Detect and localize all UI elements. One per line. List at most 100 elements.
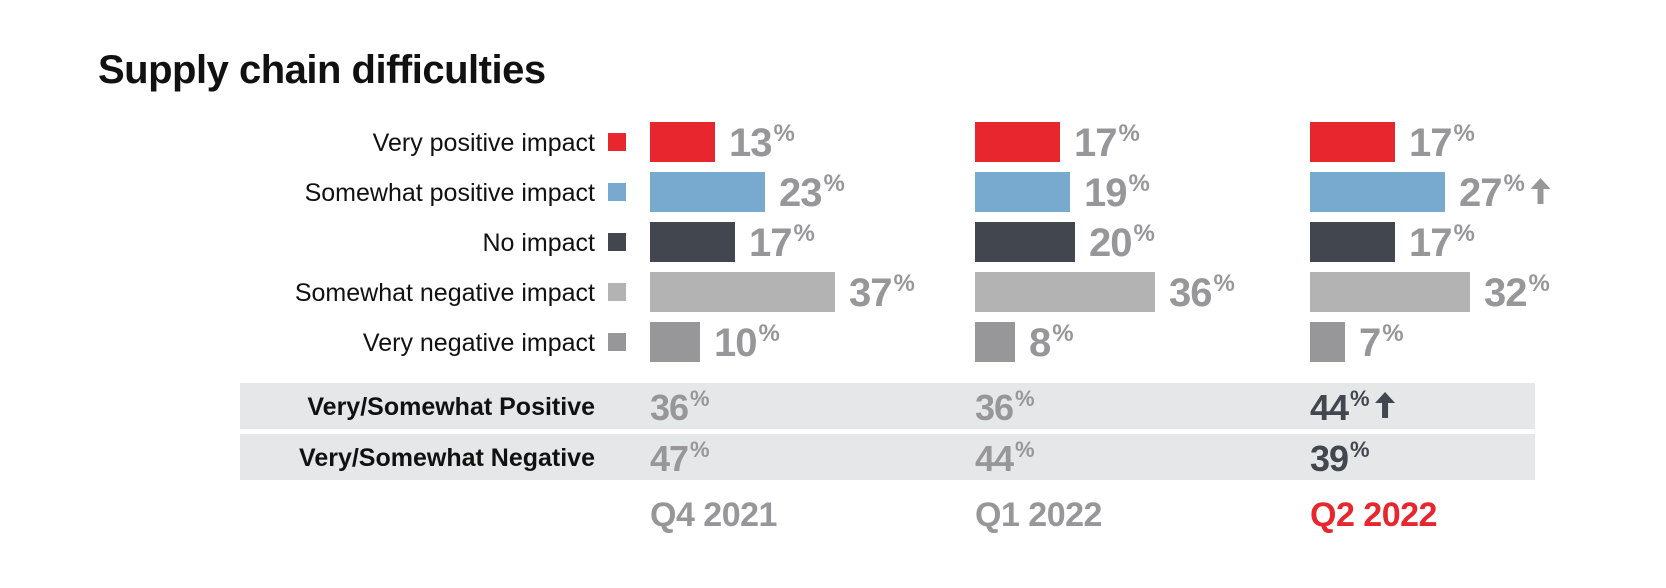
- bar-q4-2021-somewhat-positive-impact: [650, 172, 765, 212]
- value-label-q2-2022-somewhat-positive-impact-percent-sign: %: [1504, 170, 1525, 197]
- chart-title: Supply chain difficulties: [98, 48, 546, 92]
- value-label-q1-2022-very-negative-impact: 8%: [1029, 320, 1073, 365]
- value-label-q4-2021-somewhat-positive-impact-number: 23: [779, 171, 822, 215]
- value-label-q2-2022-no-impact: 17%: [1409, 220, 1475, 265]
- summary-value-very-somewhat-negative-q4-2021: 47%: [650, 437, 709, 479]
- summary-value-very-somewhat-positive-q2-2022: 44%: [1310, 386, 1369, 428]
- value-label-q1-2022-very-positive-impact: 17%: [1074, 120, 1140, 165]
- bar-q4-2021-very-positive-impact: [650, 122, 715, 162]
- value-label-q2-2022-very-negative-impact-percent-sign: %: [1382, 320, 1403, 347]
- value-label-q4-2021-no-impact: 17%: [749, 220, 815, 265]
- value-label-q4-2021-somewhat-positive-impact-percent-sign: %: [824, 170, 845, 197]
- summary-value-very-somewhat-negative-q1-2022-percent-sign: %: [1015, 437, 1034, 462]
- value-label-q2-2022-very-negative-impact: 7%: [1359, 320, 1403, 365]
- period-label-q2-2022: Q2 2022: [1310, 496, 1437, 534]
- up-arrow-icon-q2-2022-somewhat-positive-impact-shape: [1530, 178, 1551, 204]
- value-label-q2-2022-very-positive-impact-number: 17: [1409, 121, 1452, 165]
- summary-label-very-somewhat-negative: Very/Somewhat Negative: [299, 444, 595, 472]
- value-label-q1-2022-somewhat-positive-impact-percent-sign: %: [1129, 170, 1150, 197]
- legend-swatch-somewhat-negative-impact: [608, 283, 626, 301]
- summary-value-very-somewhat-positive-q2-2022-percent-sign: %: [1350, 386, 1369, 411]
- bar-q2-2022-very-negative-impact: [1310, 322, 1345, 362]
- summary-value-very-somewhat-negative-q2-2022: 39%: [1310, 437, 1369, 479]
- value-label-q1-2022-somewhat-positive-impact-number: 19: [1084, 171, 1127, 215]
- value-label-q2-2022-very-positive-impact: 17%: [1409, 120, 1475, 165]
- value-label-q4-2021-no-impact-number: 17: [749, 221, 792, 265]
- value-label-q1-2022-no-impact-number: 20: [1089, 221, 1132, 265]
- summary-value-very-somewhat-negative-q4-2021-percent-sign: %: [690, 437, 709, 462]
- value-label-q2-2022-no-impact-percent-sign: %: [1454, 220, 1475, 247]
- summary-value-very-somewhat-positive-q2-2022-number: 44: [1310, 387, 1349, 428]
- bar-q4-2021-very-negative-impact: [650, 322, 700, 362]
- bar-q2-2022-somewhat-positive-impact: [1310, 172, 1445, 212]
- value-label-q4-2021-no-impact-percent-sign: %: [794, 220, 815, 247]
- value-label-q1-2022-somewhat-negative-impact-percent-sign: %: [1214, 270, 1235, 297]
- value-label-q2-2022-somewhat-negative-impact-percent-sign: %: [1529, 270, 1550, 297]
- value-label-q4-2021-very-negative-impact-percent-sign: %: [759, 320, 780, 347]
- bar-q2-2022-somewhat-negative-impact: [1310, 272, 1470, 312]
- summary-value-very-somewhat-positive-q1-2022-percent-sign: %: [1015, 386, 1034, 411]
- bar-q2-2022-no-impact: [1310, 222, 1395, 262]
- period-label-q4-2021: Q4 2021: [650, 496, 777, 534]
- bar-q1-2022-very-positive-impact: [975, 122, 1060, 162]
- bar-q4-2021-no-impact: [650, 222, 735, 262]
- value-label-q1-2022-very-negative-impact-number: 8: [1029, 321, 1051, 365]
- value-label-q1-2022-no-impact-percent-sign: %: [1134, 220, 1155, 247]
- value-label-q1-2022-very-negative-impact-percent-sign: %: [1052, 320, 1073, 347]
- category-label-no-impact: No impact: [482, 229, 595, 257]
- value-label-q4-2021-somewhat-negative-impact-number: 37: [849, 271, 892, 315]
- value-label-q2-2022-no-impact-number: 17: [1409, 221, 1452, 265]
- summary-value-very-somewhat-positive-q4-2021-number: 36: [650, 387, 688, 428]
- value-label-q2-2022-somewhat-negative-impact-number: 32: [1484, 271, 1527, 315]
- up-arrow-icon-q2-2022-somewhat-positive-impact: [1530, 178, 1551, 204]
- bar-q4-2021-somewhat-negative-impact: [650, 272, 835, 312]
- value-label-q4-2021-very-negative-impact-number: 10: [714, 321, 757, 365]
- summary-value-very-somewhat-negative-q2-2022-percent-sign: %: [1350, 437, 1369, 462]
- up-arrow-icon-summary-q2-2022: [1375, 392, 1396, 418]
- value-label-q4-2021-very-positive-impact-percent-sign: %: [774, 120, 795, 147]
- category-label-very-negative-impact: Very negative impact: [363, 329, 595, 357]
- category-label-very-positive-impact: Very positive impact: [373, 129, 595, 157]
- summary-value-very-somewhat-negative-q2-2022-number: 39: [1310, 438, 1348, 479]
- value-label-q4-2021-very-positive-impact-number: 13: [729, 121, 772, 165]
- value-label-q2-2022-somewhat-negative-impact: 32%: [1484, 270, 1550, 315]
- period-label-q1-2022: Q1 2022: [975, 496, 1102, 534]
- value-label-q4-2021-very-positive-impact: 13%: [729, 120, 795, 165]
- value-label-q1-2022-very-positive-impact-percent-sign: %: [1119, 120, 1140, 147]
- summary-value-very-somewhat-negative-q4-2021-number: 47: [650, 438, 688, 479]
- summary-row-bg-very-somewhat-positive: [240, 383, 1535, 429]
- value-label-q4-2021-somewhat-negative-impact: 37%: [849, 270, 915, 315]
- value-label-q1-2022-no-impact: 20%: [1089, 220, 1155, 265]
- legend-swatch-no-impact: [608, 233, 626, 251]
- value-label-q4-2021-very-negative-impact: 10%: [714, 320, 780, 365]
- legend-swatch-somewhat-positive-impact: [608, 183, 626, 201]
- value-label-q2-2022-very-negative-impact-number: 7: [1359, 321, 1380, 365]
- bar-q1-2022-no-impact: [975, 222, 1075, 262]
- bar-q1-2022-somewhat-negative-impact: [975, 272, 1155, 312]
- value-label-q4-2021-somewhat-negative-impact-percent-sign: %: [894, 270, 915, 297]
- value-label-q1-2022-somewhat-negative-impact: 36%: [1169, 270, 1235, 315]
- summary-value-very-somewhat-positive-q1-2022: 36%: [975, 386, 1034, 428]
- category-label-somewhat-negative-impact: Somewhat negative impact: [295, 279, 595, 307]
- value-label-q2-2022-somewhat-positive-impact: 27%: [1459, 170, 1525, 215]
- bar-q1-2022-somewhat-positive-impact: [975, 172, 1070, 212]
- category-label-somewhat-positive-impact: Somewhat positive impact: [305, 179, 595, 207]
- value-label-q1-2022-very-positive-impact-number: 17: [1074, 121, 1117, 165]
- value-label-q4-2021-somewhat-positive-impact: 23%: [779, 170, 845, 215]
- summary-value-very-somewhat-positive-q1-2022-number: 36: [975, 387, 1013, 428]
- summary-value-very-somewhat-negative-q1-2022-number: 44: [975, 438, 1014, 479]
- up-arrow-icon-summary-q2-2022-shape: [1375, 392, 1396, 418]
- value-label-q1-2022-somewhat-positive-impact: 19%: [1084, 170, 1150, 215]
- legend-swatch-very-negative-impact: [608, 333, 626, 351]
- bar-q2-2022-very-positive-impact: [1310, 122, 1395, 162]
- summary-value-very-somewhat-positive-q4-2021-percent-sign: %: [690, 386, 709, 411]
- bar-q1-2022-very-negative-impact: [975, 322, 1015, 362]
- value-label-q2-2022-very-positive-impact-percent-sign: %: [1454, 120, 1475, 147]
- summary-row-bg-very-somewhat-negative: [240, 434, 1535, 480]
- value-label-q1-2022-somewhat-negative-impact-number: 36: [1169, 271, 1212, 315]
- summary-label-very-somewhat-positive: Very/Somewhat Positive: [307, 393, 595, 421]
- summary-value-very-somewhat-negative-q1-2022: 44%: [975, 437, 1034, 479]
- value-label-q2-2022-somewhat-positive-impact-number: 27: [1459, 171, 1502, 215]
- summary-value-very-somewhat-positive-q4-2021: 36%: [650, 386, 709, 428]
